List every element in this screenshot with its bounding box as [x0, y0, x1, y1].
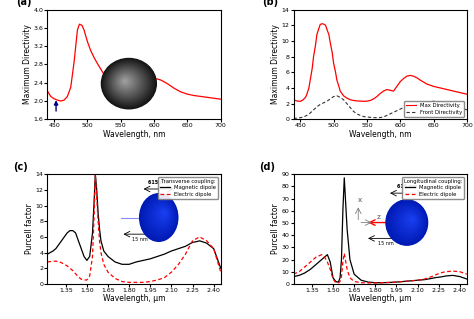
Y-axis label: Purcell factor: Purcell factor: [271, 204, 280, 255]
Text: (a): (a): [16, 0, 32, 7]
X-axis label: Wavelength, μm: Wavelength, μm: [349, 294, 411, 303]
Legend: Magnetic dipole, Electric dipole: Magnetic dipole, Electric dipole: [158, 177, 218, 199]
Y-axis label: Purcell factor: Purcell factor: [25, 204, 34, 255]
X-axis label: Wavelength, nm: Wavelength, nm: [103, 130, 165, 139]
Text: (c): (c): [13, 162, 27, 172]
Legend: Max Directivity, Front Directivity: Max Directivity, Front Directivity: [404, 101, 464, 117]
Text: (b): (b): [262, 0, 278, 7]
X-axis label: Wavelength, nm: Wavelength, nm: [349, 130, 411, 139]
Y-axis label: Maximum Directivity: Maximum Directivity: [23, 25, 32, 104]
X-axis label: Wavelength, μm: Wavelength, μm: [103, 294, 165, 303]
Y-axis label: Maximum Directivity: Maximum Directivity: [271, 25, 280, 104]
Legend: Magnetic dipole, Electric dipole: Magnetic dipole, Electric dipole: [401, 177, 464, 199]
Text: (d): (d): [259, 162, 275, 172]
